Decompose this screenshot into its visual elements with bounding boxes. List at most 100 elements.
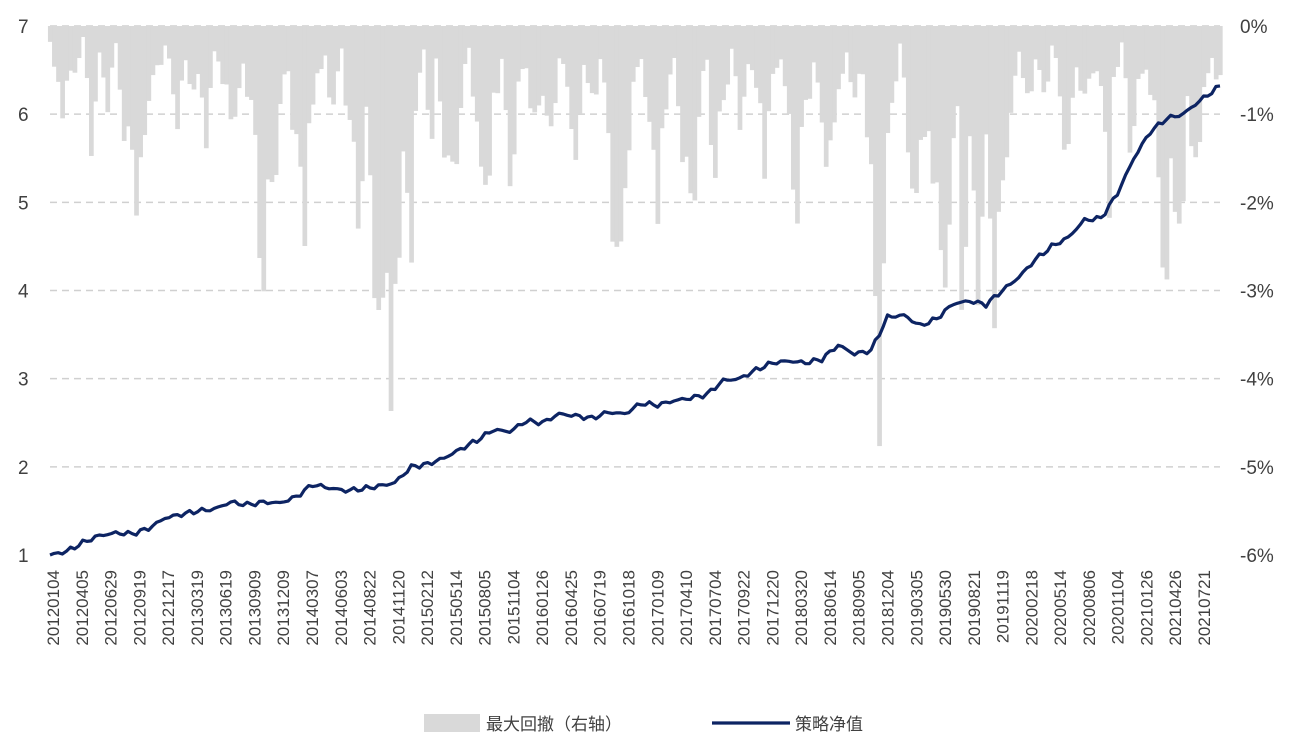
drawdown-bar xyxy=(401,26,406,152)
drawdown-bar xyxy=(121,26,127,141)
drawdown-bar xyxy=(150,26,156,76)
drawdown-bar xyxy=(294,26,299,135)
drawdown-bar xyxy=(951,26,956,139)
drawdown-bar xyxy=(1111,26,1116,77)
drawdown-bar xyxy=(76,26,82,59)
drawdown-bar xyxy=(799,26,804,127)
drawdown-bar xyxy=(774,26,780,68)
drawdown-bar xyxy=(487,26,492,176)
drawdown-bar xyxy=(910,26,915,189)
drawdown-bar xyxy=(1148,26,1153,95)
drawdown-bar xyxy=(499,26,505,59)
drawdown-bar xyxy=(277,26,283,105)
drawdown-bar xyxy=(930,26,936,184)
drawdown-bar xyxy=(236,26,242,89)
drawdown-bar xyxy=(836,26,841,90)
drawdown-bar xyxy=(253,26,258,135)
drawdown-bar xyxy=(396,26,402,258)
drawdown-bar xyxy=(474,26,480,122)
drawdown-bar xyxy=(113,26,119,44)
drawdown-bar xyxy=(663,26,669,110)
drawdown-bar xyxy=(212,26,217,52)
drawdown-bar xyxy=(520,26,525,70)
drawdown-bar xyxy=(1189,26,1194,147)
drawdown-bar xyxy=(573,26,579,160)
x-tick-label: 20121217 xyxy=(159,570,178,646)
drawdown-bar xyxy=(557,26,562,59)
drawdown-bar xyxy=(901,26,907,78)
x-tick-label: 20190530 xyxy=(936,570,955,646)
drawdown-bar xyxy=(351,26,357,142)
drawdown-bar xyxy=(491,26,497,93)
drawdown-bar xyxy=(179,26,185,81)
drawdown-bar xyxy=(971,26,977,191)
drawdown-bar xyxy=(815,26,821,83)
drawdown-bar xyxy=(1070,26,1075,98)
drawdown-bar xyxy=(306,26,312,124)
drawdown-bar xyxy=(483,26,488,185)
drawdown-bar xyxy=(635,26,640,68)
drawdown-bar xyxy=(1012,26,1018,76)
drawdown-bar xyxy=(1094,26,1100,72)
drawdown-bar xyxy=(643,26,648,98)
drawdown-bar xyxy=(778,26,784,60)
drawdown-bar xyxy=(544,26,550,116)
drawdown-bar xyxy=(934,26,940,183)
drawdown-bar xyxy=(749,26,755,71)
drawdown-bar xyxy=(392,26,398,284)
drawdown-bar xyxy=(1074,26,1079,68)
drawdown-bar xyxy=(770,26,776,74)
drawdown-bar xyxy=(552,26,558,104)
drawdown-bar xyxy=(318,26,324,70)
drawdown-bar xyxy=(142,26,148,136)
drawdown-bar xyxy=(1209,26,1215,58)
drawdown-bar xyxy=(355,26,361,229)
drawdown-bar xyxy=(585,26,591,84)
left-tick-label: 5 xyxy=(18,193,29,214)
drawdown-bar xyxy=(762,26,767,179)
drawdown-bar xyxy=(647,26,653,122)
drawdown-bar xyxy=(286,26,291,72)
drawdown-bar xyxy=(56,26,61,82)
drawdown-bar xyxy=(1045,26,1051,82)
nav-line xyxy=(49,84,1221,557)
drawdown-bar xyxy=(117,26,123,90)
right-tick-label: -4% xyxy=(1240,370,1274,391)
drawdown-bar xyxy=(704,26,710,60)
drawdown-bar xyxy=(208,26,213,88)
drawdown-bar xyxy=(327,26,332,98)
drawdown-bar xyxy=(593,26,599,95)
legend-nav-label: 策略净值 xyxy=(795,715,863,735)
drawdown-bar xyxy=(470,26,476,97)
drawdown-bar xyxy=(947,26,952,225)
drawdown-bar xyxy=(158,26,164,65)
drawdown-bar xyxy=(1061,26,1067,150)
x-tick-label: 20120629 xyxy=(102,570,121,646)
drawdown-bar xyxy=(261,26,267,292)
drawdown-bar xyxy=(495,26,501,94)
drawdown-bar xyxy=(959,26,965,310)
drawdown-bar xyxy=(667,26,673,75)
drawdown-bar xyxy=(639,26,644,60)
drawdown-bar xyxy=(754,26,759,88)
drawdown-bar xyxy=(795,26,800,224)
drawdown-bar xyxy=(359,26,365,182)
drawdown-bar xyxy=(1156,26,1162,178)
drawdown-bar xyxy=(503,26,509,111)
drawdown-bar xyxy=(1025,26,1030,94)
drawdown-bar xyxy=(881,26,887,264)
drawdown-bar xyxy=(1127,26,1133,153)
drawdown-bar xyxy=(565,26,570,87)
drawdown-bar xyxy=(1049,26,1055,46)
x-tick-label: 20210126 xyxy=(1137,570,1156,646)
drawdown-bar xyxy=(302,26,308,246)
drawdown-bar xyxy=(848,26,854,83)
drawdown-bar xyxy=(388,26,394,412)
drawdown-bar xyxy=(417,26,423,73)
drawdown-bar xyxy=(713,26,718,178)
drawdown-bar xyxy=(130,26,135,150)
drawdown-bar xyxy=(988,26,993,219)
drawdown-bar xyxy=(745,26,751,65)
drawdown-bar xyxy=(1139,26,1145,74)
x-tick-label: 20130619 xyxy=(217,570,236,646)
